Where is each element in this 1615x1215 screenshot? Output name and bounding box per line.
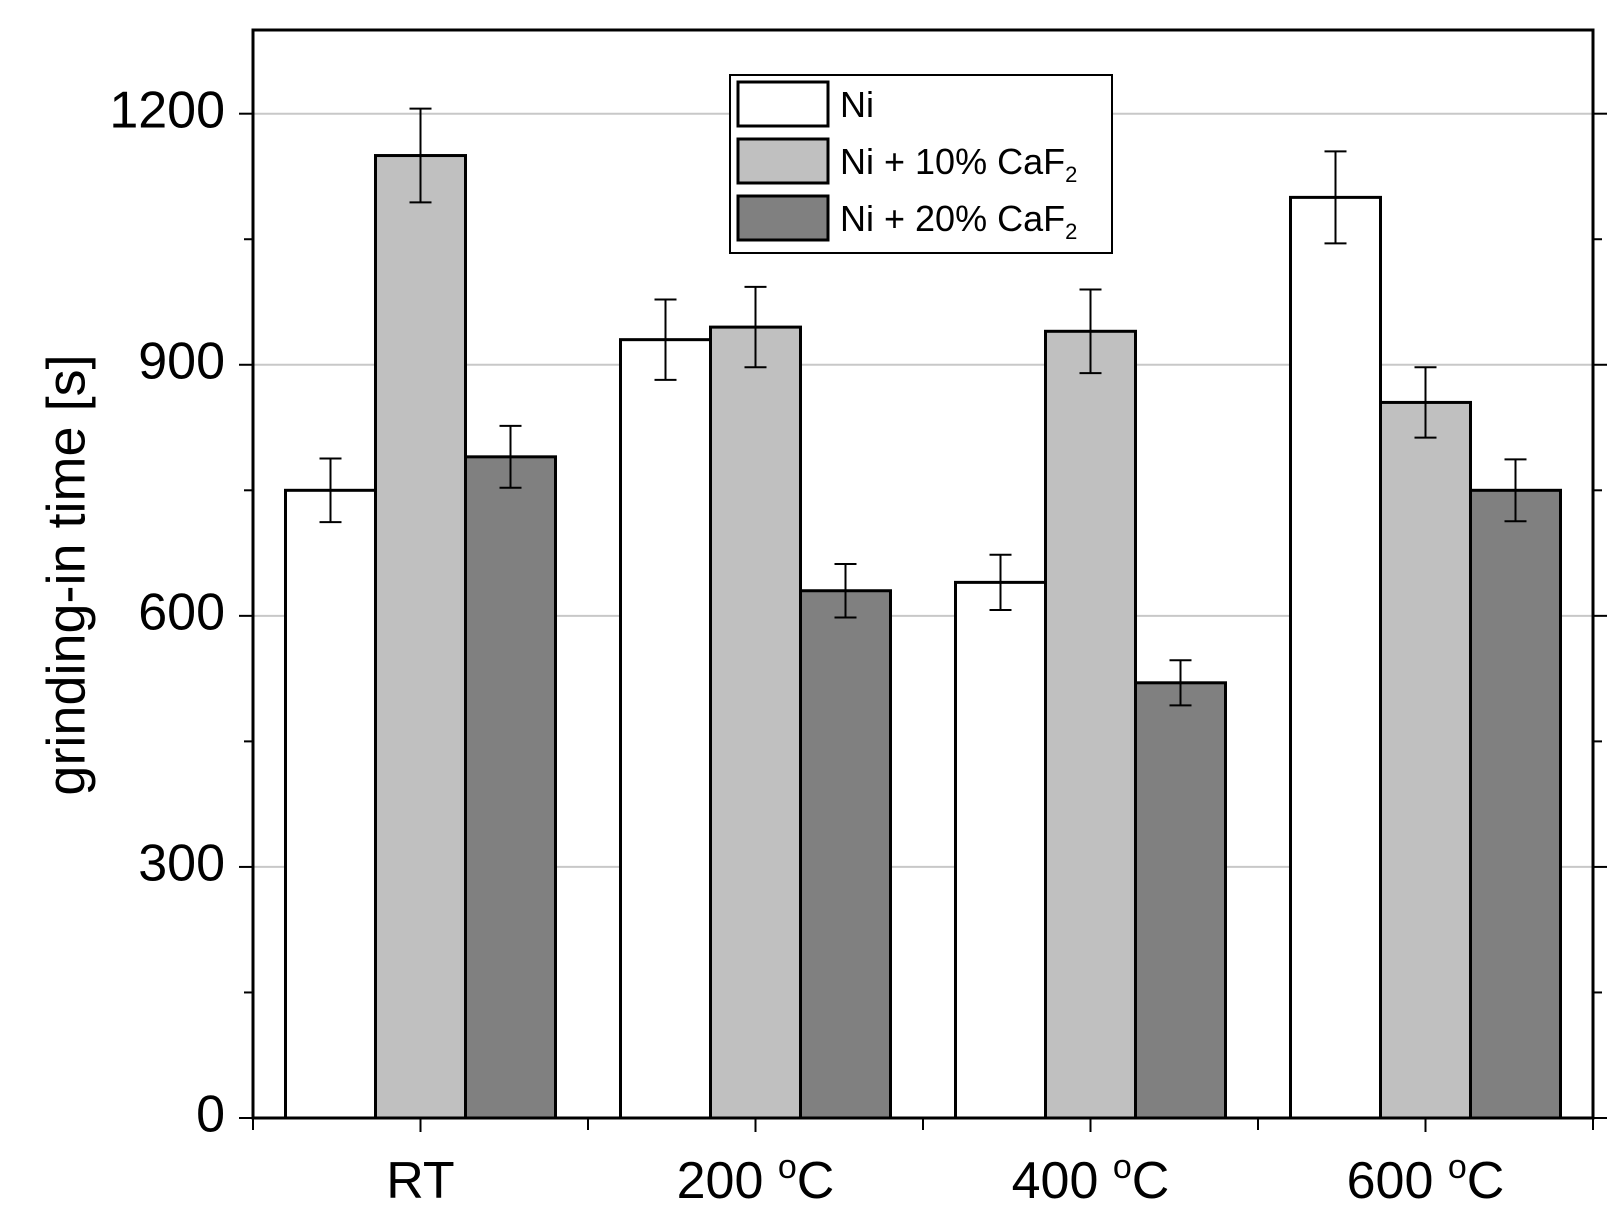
error-bars	[319, 107, 1527, 707]
bar-2-2	[1134, 681, 1227, 1120]
legend-swatch-0	[736, 80, 830, 128]
x-tick-labels: RT 200 oC 400 oC 600 oC	[386, 1148, 1504, 1210]
x-tick-label-base: 400	[1012, 1152, 1113, 1210]
y-tick-label-3: 900	[138, 333, 225, 391]
y-tick-label-0: 0	[196, 1086, 225, 1144]
y-axis-title: grinding-in time [s]	[36, 354, 96, 795]
bar-3-1	[1379, 400, 1472, 1120]
x-tick-label-2: 400 oC	[1012, 1148, 1170, 1210]
legend-label-0: Ni	[840, 84, 874, 125]
x-tick-label-superscript: o	[1448, 1148, 1467, 1186]
bar-0-0	[284, 488, 377, 1120]
x-tick-label-base: 600	[1347, 1152, 1448, 1210]
y-tick-label-1: 300	[138, 835, 225, 893]
bar-0-2	[464, 455, 557, 1120]
y-tick-label-4: 1200	[109, 81, 225, 139]
x-tick-label-superscript: o	[1113, 1148, 1132, 1186]
bar-3-0	[1289, 195, 1382, 1120]
x-tick-label-3: 600 oC	[1347, 1148, 1505, 1210]
legend-swatch-1	[736, 137, 830, 185]
bar-3-2	[1469, 488, 1562, 1120]
legend-label-main: Ni + 20% CaF	[840, 198, 1065, 239]
legend-label-1: Ni + 10% CaF2	[840, 141, 1077, 187]
y-tick-label-2: 600	[138, 584, 225, 642]
bar-1-0	[619, 338, 712, 1120]
x-tick-label-base: 200	[677, 1152, 778, 1210]
legend-label-main: Ni + 10% CaF	[840, 141, 1065, 182]
x-tick-label-unit: C	[1467, 1152, 1505, 1210]
y-tick-labels: 0 300 600 900 1200	[109, 81, 225, 1143]
axis-ticks	[239, 112, 1607, 1132]
x-tick-label-unit: C	[797, 1152, 835, 1210]
legend-label-subscript: 2	[1065, 162, 1077, 187]
x-tick-label-0: RT	[386, 1152, 454, 1210]
x-tick-label-base: RT	[386, 1152, 454, 1210]
bars	[284, 154, 1562, 1120]
x-tick-label-unit: C	[1132, 1152, 1170, 1210]
legend-label-2: Ni + 20% CaF2	[840, 198, 1077, 244]
x-tick-label-superscript: o	[778, 1148, 797, 1186]
legend-label-main: Ni	[840, 84, 874, 125]
bar-1-1	[709, 325, 802, 1120]
bar-0-1	[374, 154, 467, 1120]
legend-label-subscript: 2	[1065, 219, 1077, 244]
legend-swatch-2	[736, 194, 830, 242]
bar-2-0	[954, 580, 1047, 1120]
bar-1-2	[799, 589, 892, 1120]
x-tick-label-1: 200 oC	[677, 1148, 835, 1210]
bar-2-1	[1044, 329, 1137, 1120]
